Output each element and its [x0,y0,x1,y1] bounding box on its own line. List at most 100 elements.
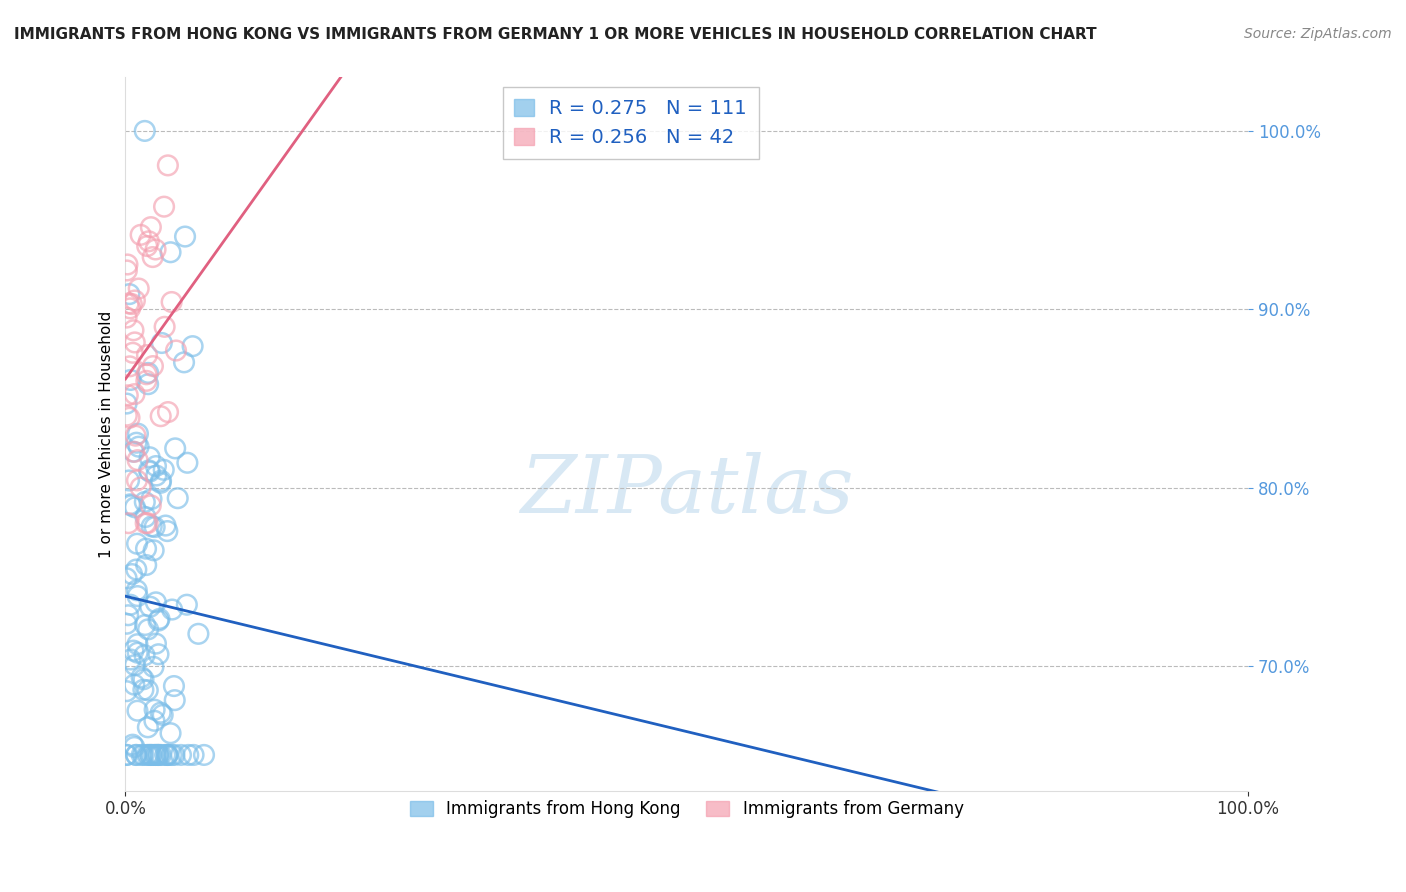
Point [142,660,165,674]
Point [149,706,172,720]
Point [187,627,209,641]
Point [136,239,159,253]
Point [134,124,156,138]
Point [159,726,181,740]
Point [141,519,163,533]
Point [177,747,200,762]
Point [131,747,153,762]
Point [115,747,138,762]
Point [159,245,181,260]
Point [118,296,141,310]
Point [138,747,160,762]
Point [134,510,156,524]
Point [127,453,149,467]
Point [136,720,159,734]
Point [125,747,148,762]
Point [156,524,179,538]
Point [139,220,162,235]
Point [160,747,183,762]
Point [146,747,169,762]
Point [128,440,150,454]
Point [153,319,176,334]
Point [157,405,180,419]
Point [156,158,179,172]
Point [149,475,172,490]
Point [148,614,170,628]
Point [183,747,205,762]
Point [115,747,138,762]
Legend: Immigrants from Hong Kong, Immigrants from Germany: Immigrants from Hong Kong, Immigrants fr… [404,794,970,825]
Point [139,465,162,479]
Point [115,409,138,423]
Point [141,491,163,506]
Point [122,323,145,337]
Point [136,377,159,392]
Point [136,623,159,637]
Point [125,537,148,551]
Point [143,703,166,717]
Point [145,243,167,257]
Point [176,598,198,612]
Point [117,516,139,531]
Text: IMMIGRANTS FROM HONG KONG VS IMMIGRANTS FROM GERMANY 1 OR MORE VEHICLES IN HOUSE: IMMIGRANTS FROM HONG KONG VS IMMIGRANTS … [14,27,1097,42]
Point [124,387,146,401]
Point [124,428,146,442]
Point [139,499,162,513]
Point [127,637,149,651]
Point [125,562,148,576]
Point [142,250,165,264]
Point [117,258,139,272]
Point [165,442,187,456]
Point [121,738,143,752]
Point [127,704,149,718]
Point [132,672,155,686]
Point [163,747,186,762]
Point [134,495,156,509]
Point [156,747,179,762]
Point [122,444,145,458]
Point [145,637,167,651]
Point [181,339,204,353]
Point [118,287,141,301]
Point [134,618,156,632]
Point [122,643,145,657]
Point [121,346,143,360]
Point [118,359,141,374]
Point [152,707,174,722]
Point [120,373,142,387]
Point [115,571,138,585]
Point [193,747,215,762]
Point [118,410,141,425]
Point [150,747,173,762]
Point [135,368,157,382]
Point [115,684,138,698]
Point [135,516,157,531]
Point [135,374,157,388]
Point [135,541,157,556]
Point [176,456,198,470]
Point [156,747,179,762]
Y-axis label: 1 or more Vehicles in Household: 1 or more Vehicles in Household [100,310,114,558]
Point [143,520,166,534]
Point [124,678,146,692]
Point [138,463,160,477]
Point [150,474,173,488]
Point [142,359,165,373]
Point [170,747,193,762]
Point [139,747,162,762]
Point [120,497,142,511]
Point [138,235,160,249]
Point [121,567,143,582]
Point [125,583,148,598]
Point [145,747,167,762]
Point [124,739,146,754]
Point [156,747,179,762]
Point [148,612,170,626]
Point [120,652,142,666]
Point [165,343,187,358]
Point [124,500,146,515]
Point [142,747,165,762]
Point [136,516,159,531]
Point [152,463,174,477]
Point [136,683,159,698]
